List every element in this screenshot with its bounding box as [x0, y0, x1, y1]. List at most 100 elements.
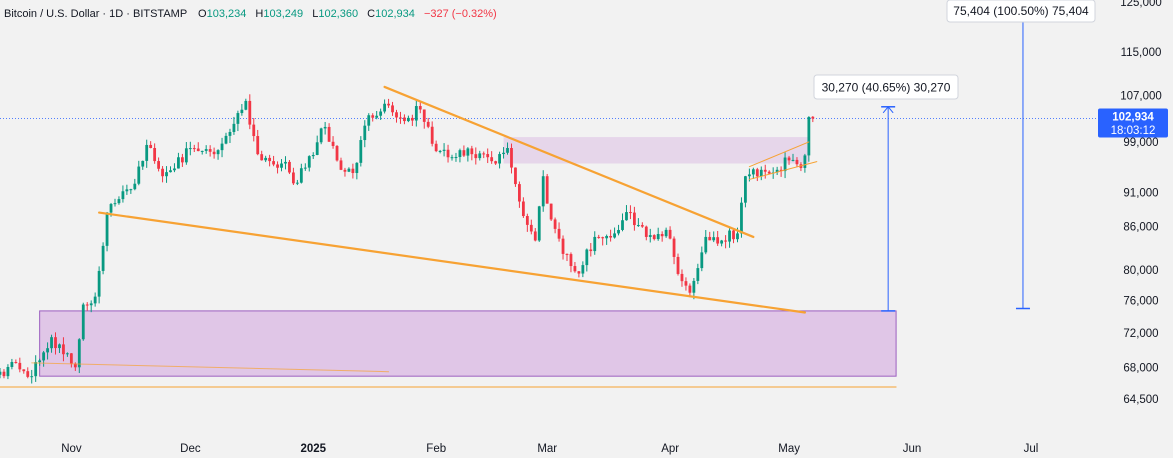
candle: [617, 224, 620, 236]
candle: [288, 159, 291, 175]
candle-body: [34, 362, 38, 377]
candle: [204, 145, 208, 154]
zones-layer: [39, 137, 897, 377]
candle-body: [73, 363, 77, 368]
candle-body: [684, 281, 688, 286]
candle-body: [807, 116, 811, 156]
candle: [478, 150, 482, 161]
candle-body: [89, 303, 93, 306]
candle-body: [42, 352, 46, 361]
time-tick-label: May: [778, 443, 800, 455]
candle-body: [454, 157, 458, 159]
candle: [379, 108, 383, 120]
time-axis[interactable]: Nov Dec 2025 Feb Mar Apr May Jun Jul: [0, 434, 1173, 458]
candle-body: [208, 149, 212, 152]
candle-body: [724, 240, 727, 242]
candle-body: [387, 103, 390, 106]
candle-body: [403, 117, 406, 122]
candle: [165, 166, 168, 183]
candle: [680, 269, 684, 287]
candle-body: [212, 151, 216, 155]
measure-callout-small[interactable]: 30,270 (40.65%) 30,270: [813, 74, 959, 100]
candle-body: [430, 126, 434, 144]
candle: [486, 148, 490, 164]
candle-body: [351, 168, 355, 174]
candle-body: [640, 225, 644, 227]
candle-body: [569, 254, 573, 267]
candle: [791, 153, 795, 162]
price-axis[interactable]: 125,000 115,000 107,000 99,000 91,000 86,000 8…: [1098, 0, 1173, 434]
candle-body: [153, 148, 157, 162]
candle: [339, 157, 343, 171]
candle-body: [486, 154, 490, 158]
candle-body: [379, 111, 383, 116]
candle-body: [335, 145, 339, 161]
candle-body: [747, 174, 751, 177]
candle: [557, 222, 561, 242]
candle-body: [585, 249, 589, 266]
candle-body: [474, 154, 478, 159]
candle-body: [240, 109, 244, 114]
candle: [232, 116, 236, 135]
candle-body: [355, 162, 359, 174]
candle: [474, 147, 478, 165]
candle-body: [779, 169, 783, 172]
candles-layer: [0, 94, 815, 384]
measure-callout-large[interactable]: 75,404 (100.50%) 75,404: [946, 0, 1096, 23]
candle-body: [180, 157, 184, 163]
candle: [133, 178, 137, 191]
price-tick-label: 115,000: [1121, 47, 1162, 59]
candle: [521, 197, 525, 218]
candle: [66, 352, 69, 357]
candle: [450, 154, 454, 161]
candle: [14, 359, 18, 364]
candle-body: [232, 123, 236, 132]
candle: [803, 153, 807, 173]
candle: [30, 369, 34, 384]
candle: [692, 277, 696, 300]
candle: [42, 350, 46, 367]
time-tick-label: Jul: [1024, 443, 1039, 455]
candle: [85, 302, 89, 311]
candle-body: [446, 149, 450, 158]
candle-body: [704, 236, 708, 253]
candle: [518, 181, 521, 208]
price-tick-label: 76,000: [1123, 296, 1158, 308]
candle-body: [506, 148, 509, 153]
candle: [77, 338, 81, 374]
close-label: C: [367, 8, 375, 20]
candle: [2, 369, 6, 379]
candle: [22, 369, 26, 374]
candle: [54, 332, 57, 355]
candle: [704, 230, 708, 255]
open-value: 103,234: [207, 8, 247, 20]
candle-body: [220, 143, 224, 151]
candle: [26, 367, 30, 379]
candle-body: [105, 212, 109, 246]
candle-body: [192, 148, 196, 150]
candle: [137, 160, 141, 186]
candle-body: [589, 249, 593, 252]
candle: [252, 118, 256, 142]
price-tick-label: 64,500: [1123, 394, 1158, 406]
candle-body: [395, 112, 398, 118]
candle-body: [299, 168, 303, 183]
candle: [10, 358, 14, 370]
candle: [672, 236, 676, 265]
candle: [545, 173, 549, 204]
candle-body: [660, 234, 664, 237]
candle: [688, 283, 692, 298]
candle-body: [787, 157, 791, 161]
candle: [529, 219, 533, 235]
candle-body: [295, 182, 299, 184]
candle: [668, 226, 672, 240]
candle: [0, 368, 2, 379]
candle-body: [292, 172, 295, 184]
candle: [561, 235, 565, 260]
candle: [751, 167, 755, 179]
candle: [470, 145, 474, 161]
candle: [343, 167, 347, 177]
candle: [280, 159, 283, 172]
candle-body: [280, 163, 283, 168]
